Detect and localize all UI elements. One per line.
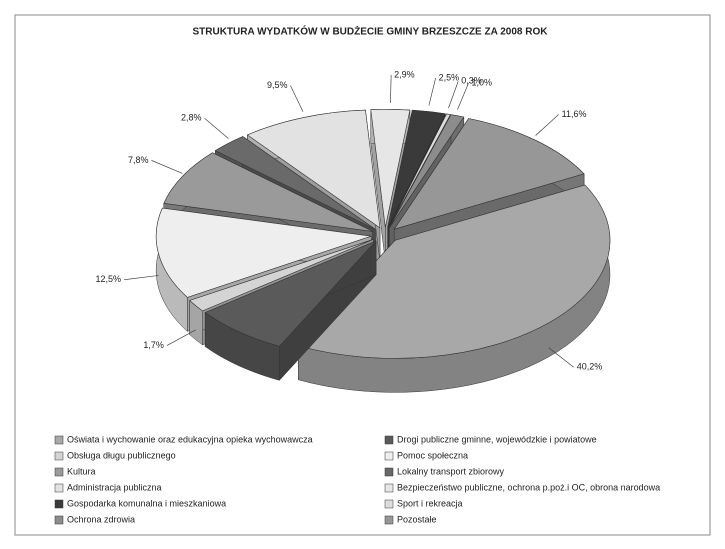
legend-label: Oświata i wychowanie oraz edukacyjna opi… <box>67 434 313 444</box>
legend-swatch <box>384 483 394 493</box>
leader-line <box>290 85 304 112</box>
data-label: 0,3% <box>461 76 482 86</box>
chart-title: STRUKTURA WYDATKÓW W BUDŻECIE GMINY BRZE… <box>192 25 548 38</box>
data-label: 2,5% <box>439 72 460 82</box>
legend-label: Obsługa długu publicznego <box>67 450 176 460</box>
legend-label: Pomoc społeczna <box>397 450 468 460</box>
legend-label: Sport i rekreacja <box>397 498 463 508</box>
slice-top <box>189 239 374 312</box>
data-label: 2,9% <box>394 69 415 79</box>
data-label: 1,0% <box>472 78 493 88</box>
slice-top <box>246 109 381 229</box>
legend-label: Gospodarka komunalna i mieszkaniowa <box>67 498 226 508</box>
legend-label: Drogi publiczne gminne, wojewódzkie i po… <box>397 434 597 444</box>
leader-line <box>124 275 159 281</box>
leader-line <box>428 77 436 106</box>
slice-top <box>297 184 611 359</box>
legend-swatch <box>384 451 394 461</box>
data-label: 12,5% <box>96 274 122 284</box>
legend-swatch <box>54 499 64 509</box>
leader-line <box>448 81 459 109</box>
leader-line <box>548 347 574 368</box>
legend-label: Pozostałe <box>397 514 437 524</box>
slice-top <box>204 240 377 347</box>
leader-line <box>457 83 469 110</box>
legend-swatch <box>54 435 64 445</box>
slice-top <box>370 109 411 228</box>
leader-line <box>390 75 392 104</box>
slice-top <box>214 136 376 230</box>
leader-line <box>535 114 559 136</box>
slice-top <box>163 152 373 232</box>
data-label: 11,6% <box>562 109 587 119</box>
slice-top <box>387 109 446 228</box>
legend-swatch <box>54 467 64 477</box>
leader-line <box>151 160 183 174</box>
data-label: 9,5% <box>267 80 288 90</box>
legend-swatch <box>54 451 64 461</box>
slice <box>204 240 377 381</box>
legend-label: Ochrona zdrowia <box>67 514 135 524</box>
leader-line <box>204 117 229 139</box>
legend-label: Kultura <box>67 466 96 476</box>
legend-swatch <box>384 467 394 477</box>
legend-label: Administracja publiczna <box>67 482 162 492</box>
leader-line <box>166 329 196 346</box>
legend-swatch <box>54 515 64 525</box>
data-label: 7,8% <box>128 155 149 165</box>
data-label: 40,2% <box>577 362 603 372</box>
slice-top <box>388 113 451 228</box>
slice-top <box>393 118 585 230</box>
legend-swatch <box>54 483 64 493</box>
legend-label: Bezpieczeństwo publiczne, ochrona p.poż.… <box>397 482 660 492</box>
slice-top <box>155 207 372 298</box>
slice-top <box>389 114 465 228</box>
legend-swatch <box>384 499 394 509</box>
data-label: 1,7% <box>143 340 164 350</box>
legend-swatch <box>384 435 394 445</box>
legend-swatch <box>384 515 394 525</box>
legend-label: Lokalny transport zbiorowy <box>397 466 505 476</box>
data-label: 2,8% <box>181 113 202 123</box>
